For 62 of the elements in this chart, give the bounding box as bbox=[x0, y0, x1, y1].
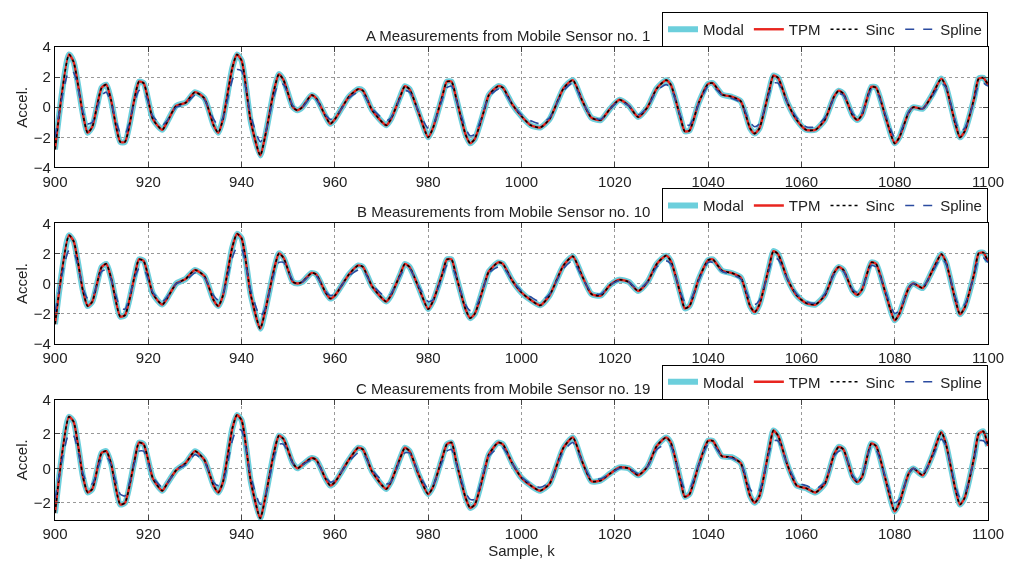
chart-title: C Measurements from Mobile Sensor no. 19 bbox=[356, 380, 651, 397]
y-tick-label: 2 bbox=[42, 244, 51, 262]
x-tick-label: 1020 bbox=[598, 348, 632, 366]
y-tick-label: 2 bbox=[42, 425, 51, 443]
legend-label: Spline bbox=[940, 373, 982, 391]
x-tick-label: 960 bbox=[322, 525, 348, 543]
x-tick-label: 1060 bbox=[784, 172, 819, 190]
x-tick-label: 1000 bbox=[504, 525, 539, 543]
y-tick-label: 4 bbox=[42, 38, 51, 56]
x-tick-label: 1100 bbox=[971, 348, 1005, 366]
x-tick-label: 1100 bbox=[971, 525, 1005, 543]
chart-title: A Measurements from Mobile Sensor no. 1 bbox=[366, 27, 651, 44]
x-tick-label: 920 bbox=[135, 348, 161, 366]
x-tick-label: 920 bbox=[135, 172, 161, 190]
y-tick-label: 2 bbox=[42, 68, 51, 86]
y-axis-title: Accel. bbox=[13, 263, 31, 304]
x-tick-label: 900 bbox=[42, 525, 68, 543]
x-tick-label: 1040 bbox=[691, 348, 725, 366]
legend-label: TPM bbox=[788, 373, 821, 391]
y-tick-label: −2 bbox=[33, 304, 51, 322]
x-tick-label: 940 bbox=[229, 172, 255, 190]
y-tick-label: 0 bbox=[42, 459, 51, 477]
y-tick-label: −2 bbox=[33, 494, 51, 512]
y-tick-label: 0 bbox=[42, 274, 51, 292]
x-tick-label: 1020 bbox=[598, 172, 632, 190]
x-tick-label: 980 bbox=[415, 525, 441, 543]
x-tick-label: 1040 bbox=[691, 172, 725, 190]
legend-label: Sinc bbox=[865, 197, 896, 215]
x-tick-label: 1040 bbox=[691, 525, 725, 543]
x-tick-label: 940 bbox=[229, 348, 255, 366]
legend-label: Spline bbox=[940, 197, 982, 215]
legend-label: TPM bbox=[788, 197, 821, 215]
y-tick-label: 4 bbox=[42, 214, 51, 232]
legend-label: Sinc bbox=[865, 21, 896, 39]
legend-label: Modal bbox=[703, 21, 744, 39]
x-tick-label: 1000 bbox=[504, 172, 539, 190]
x-tick-label: 1060 bbox=[784, 348, 819, 366]
x-tick-label: 940 bbox=[229, 525, 255, 543]
y-tick-label: 4 bbox=[42, 390, 51, 408]
x-axis-title: Sample, k bbox=[488, 542, 556, 560]
legend-label: Modal bbox=[703, 373, 744, 391]
x-tick-label: 1080 bbox=[878, 172, 912, 190]
x-tick-label: 1080 bbox=[878, 348, 912, 366]
y-axis-title: Accel. bbox=[13, 86, 31, 128]
y-tick-label: 0 bbox=[42, 98, 51, 116]
legend-label: Modal bbox=[703, 197, 744, 215]
x-tick-label: 1000 bbox=[504, 348, 539, 366]
x-tick-label: 960 bbox=[322, 172, 348, 190]
legend-label: Sinc bbox=[865, 373, 896, 391]
x-tick-label: 980 bbox=[415, 348, 441, 366]
y-tick-label: −2 bbox=[33, 128, 51, 146]
legend-label: Spline bbox=[940, 21, 982, 39]
x-tick-label: 1080 bbox=[878, 525, 912, 543]
x-tick-label: 960 bbox=[322, 348, 348, 366]
x-tick-label: 980 bbox=[415, 172, 441, 190]
y-axis-title: Accel. bbox=[13, 439, 31, 481]
x-tick-label: 920 bbox=[135, 525, 161, 543]
legend-label: TPM bbox=[788, 21, 821, 39]
chart-title: B Measurements from Mobile Sensor no. 10 bbox=[357, 203, 651, 220]
x-tick-label: 1060 bbox=[784, 525, 819, 543]
x-tick-label: 1100 bbox=[971, 172, 1005, 190]
x-tick-label: 1020 bbox=[598, 525, 632, 543]
